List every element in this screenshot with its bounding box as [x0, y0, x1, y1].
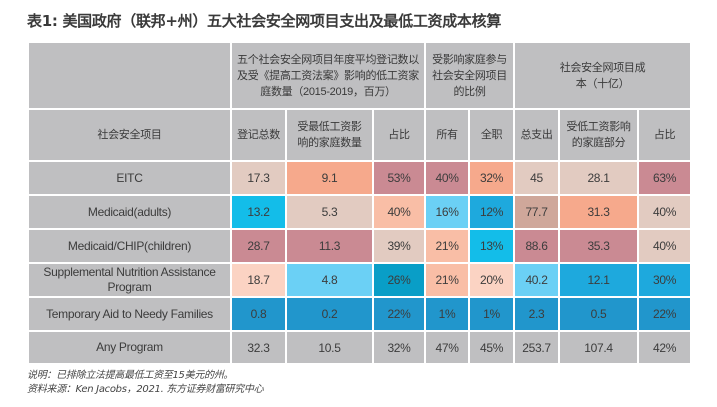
- value-cell: 32.3: [230, 330, 287, 365]
- value-cell: 18.7: [230, 262, 287, 298]
- value-cell: 2.3: [513, 296, 561, 332]
- value-cell: 21%: [424, 228, 471, 264]
- value-cell: 17.3: [230, 160, 287, 196]
- value-cell: 45%: [468, 330, 516, 365]
- value-cell: 63%: [637, 160, 693, 196]
- table-row: Temporary Aid to Needy Families 0.8 0.2 22%…: [27, 296, 693, 332]
- value-cell: 10.5: [285, 330, 374, 365]
- value-cell: 21%: [424, 262, 471, 298]
- value-cell: 107.4: [558, 330, 640, 365]
- value-cell: 40%: [637, 194, 693, 230]
- value-cell: 40%: [424, 160, 471, 196]
- value-cell: 47%: [424, 330, 471, 365]
- value-cell: 31.3: [558, 194, 640, 230]
- source-note: 资料来源：Ken Jacobs，2021. 东方证券财富研究中心: [27, 384, 264, 395]
- header-row-group: 五个社会安全网项目年度平均登记数以及受《提高工资法案》影响的低工资家庭数量（20…: [27, 41, 693, 110]
- value-cell: 1%: [468, 296, 516, 332]
- value-cell: 32%: [468, 160, 516, 196]
- value-cell: 77.7: [513, 194, 561, 230]
- footnote: 说明：已排除立法提高最低工资至15美元的州。: [27, 370, 234, 381]
- safety-net-table: 五个社会安全网项目年度平均登记数以及受《提高工资法案》影响的低工资家庭数量（20…: [27, 41, 693, 365]
- header-group-cost: 社会安全网项目成本（十亿）: [513, 41, 693, 110]
- value-cell: 0.5: [558, 296, 640, 332]
- value-cell: 42%: [637, 330, 693, 365]
- value-cell: 1%: [424, 296, 471, 332]
- header-col-lowwage-portion: 受低工资影响的家庭部分: [558, 108, 640, 162]
- value-cell: 22%: [637, 296, 693, 332]
- header-group-participation: 受影响家庭参与社会安全网项目的比例: [424, 41, 516, 110]
- value-cell: 13.2: [230, 194, 287, 230]
- program-name: Any Program: [27, 330, 232, 365]
- value-cell: 253.7: [513, 330, 561, 365]
- value-cell: 53%: [371, 160, 427, 196]
- header-col-cost-share: 占比: [637, 108, 693, 162]
- value-cell: 20%: [468, 262, 516, 298]
- value-cell: 35.3: [558, 228, 640, 264]
- value-cell: 5.3: [285, 194, 374, 230]
- value-cell: 28.1: [558, 160, 640, 196]
- header-program: 社会安全项目: [27, 108, 232, 162]
- value-cell: 32%: [371, 330, 427, 365]
- table-row: Any Program 32.3 10.5 32% 47% 45% 253.7 107.4 42…: [27, 330, 693, 365]
- table-row: Medicaid(adults) 13.2 5.3 40% 16% 12% 77.7 31.3…: [27, 194, 693, 230]
- value-cell: 22%: [371, 296, 427, 332]
- value-cell: 12%: [468, 194, 516, 230]
- header-col-fulltime: 全职: [468, 108, 516, 162]
- value-cell: 0.8: [230, 296, 287, 332]
- program-name: EITC: [27, 160, 232, 196]
- header-col-share: 占比: [371, 108, 427, 162]
- value-cell: 9.1: [285, 160, 374, 196]
- program-name: Temporary Aid to Needy Families: [27, 296, 232, 332]
- program-name: Medicaid(adults): [27, 194, 232, 230]
- value-cell: 88.6: [513, 228, 561, 264]
- value-cell: 28.7: [230, 228, 287, 264]
- value-cell: 26%: [371, 262, 427, 298]
- value-cell: 11.3: [285, 228, 374, 264]
- header-row-columns: 社会安全项目 登记总数 受最低工资影响的家庭数量 占比 所有 全职 总支出 受低…: [27, 108, 693, 162]
- value-cell: 13%: [468, 228, 516, 264]
- program-name: Medicaid/CHIP(children): [27, 228, 232, 264]
- table-title: 表1: 美国政府（联邦+州）五大社会安全网项目支出及最低工资成本核算: [27, 12, 502, 30]
- table-row: EITC 17.3 9.1 53% 40% 32% 45 28.1 63%: [27, 160, 693, 196]
- table-row: Supplemental Nutrition Assistance Progra…: [27, 262, 693, 298]
- value-cell: 40%: [371, 194, 427, 230]
- value-cell: 30%: [637, 262, 693, 298]
- value-cell: 40.2: [513, 262, 561, 298]
- value-cell: 16%: [424, 194, 471, 230]
- value-cell: 12.1: [558, 262, 640, 298]
- value-cell: 39%: [371, 228, 427, 264]
- header-col-affected-households: 受最低工资影响的家庭数量: [285, 108, 374, 162]
- header-col-all: 所有: [424, 108, 471, 162]
- program-name: Supplemental Nutrition Assistance Progra…: [27, 262, 232, 298]
- header-group-enrollment: 五个社会安全网项目年度平均登记数以及受《提高工资法案》影响的低工资家庭数量（20…: [229, 41, 427, 110]
- value-cell: 0.2: [285, 296, 374, 332]
- header-corner: [27, 41, 232, 110]
- value-cell: 4.8: [285, 262, 374, 298]
- header-col-total-enrollment: 登记总数: [230, 108, 287, 162]
- value-cell: 40%: [637, 228, 693, 264]
- value-cell: 45: [513, 160, 561, 196]
- header-col-total-spending: 总支出: [513, 108, 561, 162]
- table-row: Medicaid/CHIP(children) 28.7 11.3 39% 21% 13%…: [27, 228, 693, 264]
